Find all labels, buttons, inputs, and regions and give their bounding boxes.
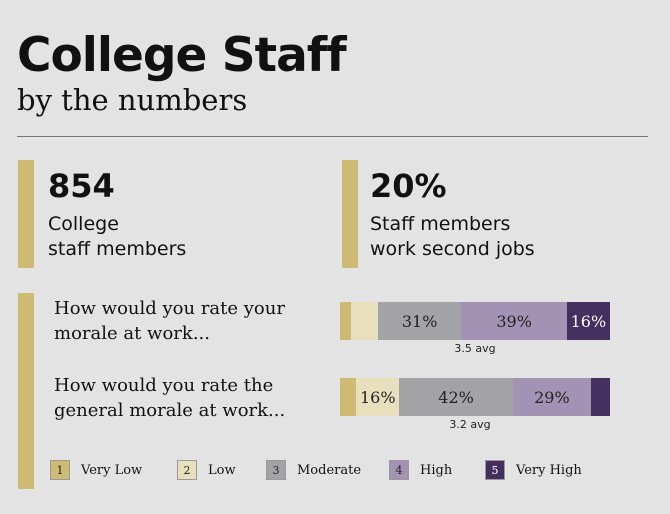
stat-second-jobs-percent: 20% [370, 167, 447, 205]
bar-segment-low [350, 302, 378, 340]
stat-staff-label: College staff members [48, 212, 186, 262]
legend-swatch: 2 [177, 460, 197, 480]
stat-accent-bar [342, 160, 358, 268]
legend-label: Moderate [297, 462, 362, 478]
legend-label: High [420, 462, 453, 478]
general-morale-average: 3.2 avg [449, 418, 491, 431]
page-subtitle: by the numbers [17, 83, 248, 117]
morale-accent-bar [18, 293, 34, 489]
stat-second-jobs-label-line1: Staff members [370, 213, 511, 235]
legend-item-low: 2 Low [177, 460, 236, 480]
bar-data-label: 39% [496, 311, 532, 331]
legend-item-very-low: 1 Very Low [50, 460, 142, 480]
bar-segment-very-low [340, 302, 351, 340]
legend-swatch: 5 [485, 460, 505, 480]
legend-label: Low [208, 462, 236, 478]
question-personal-morale-text: How would you rate your morale at work..… [54, 298, 285, 344]
bar-data-label: 29% [534, 387, 570, 407]
bar-data-label: 16% [570, 311, 607, 331]
bar-data-label: 42% [438, 387, 474, 407]
bar-segment-low: 16% [356, 378, 400, 416]
stat-staff-label-line2: staff members [48, 238, 187, 260]
general-morale-stacked-bar: 16% 42% 29% [340, 378, 610, 416]
bar-segment-high: 29% [512, 378, 592, 416]
legend-label: Very Low [81, 462, 143, 478]
stat-staff-label-line1: College [48, 213, 119, 235]
legend-item-moderate: 3 Moderate [266, 460, 361, 480]
question-general-morale: How would you rate the general morale at… [54, 373, 314, 423]
stat-second-jobs-label: Staff members work second jobs [370, 212, 535, 262]
bar-segment-moderate: 42% [399, 378, 513, 416]
personal-morale-stacked-bar: 31% 39% 16% [340, 302, 610, 340]
bar-segment-moderate: 31% [377, 302, 462, 340]
stat-second-jobs-label-line2: work second jobs [370, 238, 535, 260]
bar-segment-very-low [340, 378, 357, 416]
legend-swatch: 4 [389, 460, 409, 480]
page-title: College Staff [17, 28, 347, 83]
legend-item-high: 4 High [389, 460, 452, 480]
legend-swatch: 3 [266, 460, 286, 480]
question-general-morale-text: How would you rate the general morale at… [54, 375, 286, 421]
stat-accent-bar [18, 160, 34, 268]
header-divider [17, 136, 648, 137]
legend-swatch: 1 [50, 460, 70, 480]
personal-morale-average: 3.5 avg [454, 342, 496, 355]
bar-segment-very-high: 16% [566, 302, 610, 340]
stat-staff-count: 854 [48, 167, 115, 205]
bar-data-label: 31% [401, 311, 438, 331]
legend-label: Very High [516, 462, 582, 478]
legend-item-very-high: 5 Very High [485, 460, 582, 480]
question-personal-morale: How would you rate your morale at work..… [54, 296, 314, 346]
bar-segment-very-high [591, 378, 610, 416]
bar-data-label: 16% [360, 387, 396, 407]
bar-segment-high: 39% [461, 302, 567, 340]
